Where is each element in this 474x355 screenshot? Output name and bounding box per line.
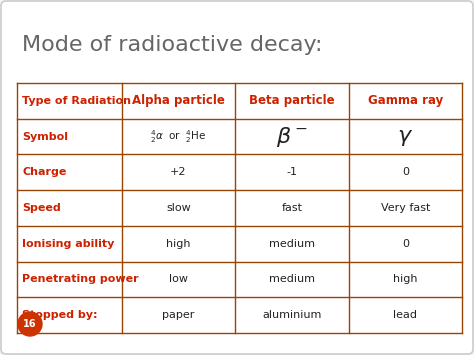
- Text: +2: +2: [170, 167, 187, 177]
- Text: high: high: [166, 239, 191, 249]
- Text: slow: slow: [166, 203, 191, 213]
- Text: high: high: [393, 274, 418, 284]
- Text: Stopped by:: Stopped by:: [22, 310, 98, 320]
- Text: Ionising ability: Ionising ability: [22, 239, 114, 249]
- Text: Penetrating power: Penetrating power: [22, 274, 138, 284]
- Text: aluminium: aluminium: [262, 310, 321, 320]
- Text: fast: fast: [281, 203, 302, 213]
- Text: paper: paper: [162, 310, 194, 320]
- Text: Type of Radiation: Type of Radiation: [22, 96, 131, 106]
- Text: Very fast: Very fast: [381, 203, 430, 213]
- Text: Alpha particle: Alpha particle: [132, 94, 225, 107]
- Text: low: low: [169, 274, 188, 284]
- Text: 0: 0: [402, 167, 409, 177]
- Text: Beta particle: Beta particle: [249, 94, 335, 107]
- Text: Gamma ray: Gamma ray: [368, 94, 443, 107]
- Text: Mode of radioactive decay:: Mode of radioactive decay:: [22, 35, 322, 55]
- Circle shape: [18, 312, 42, 336]
- Text: 0: 0: [402, 239, 409, 249]
- Text: $\gamma$: $\gamma$: [397, 126, 413, 148]
- Text: medium: medium: [269, 239, 315, 249]
- Text: $^4_2\alpha$  or  $^4_2$He: $^4_2\alpha$ or $^4_2$He: [150, 128, 207, 145]
- Text: Charge: Charge: [22, 167, 66, 177]
- Text: $\beta^-$: $\beta^-$: [276, 125, 308, 149]
- Text: -1: -1: [286, 167, 297, 177]
- Text: lead: lead: [393, 310, 417, 320]
- Text: 16: 16: [23, 319, 37, 329]
- Text: medium: medium: [269, 274, 315, 284]
- Text: Symbol: Symbol: [22, 132, 68, 142]
- Text: Speed: Speed: [22, 203, 61, 213]
